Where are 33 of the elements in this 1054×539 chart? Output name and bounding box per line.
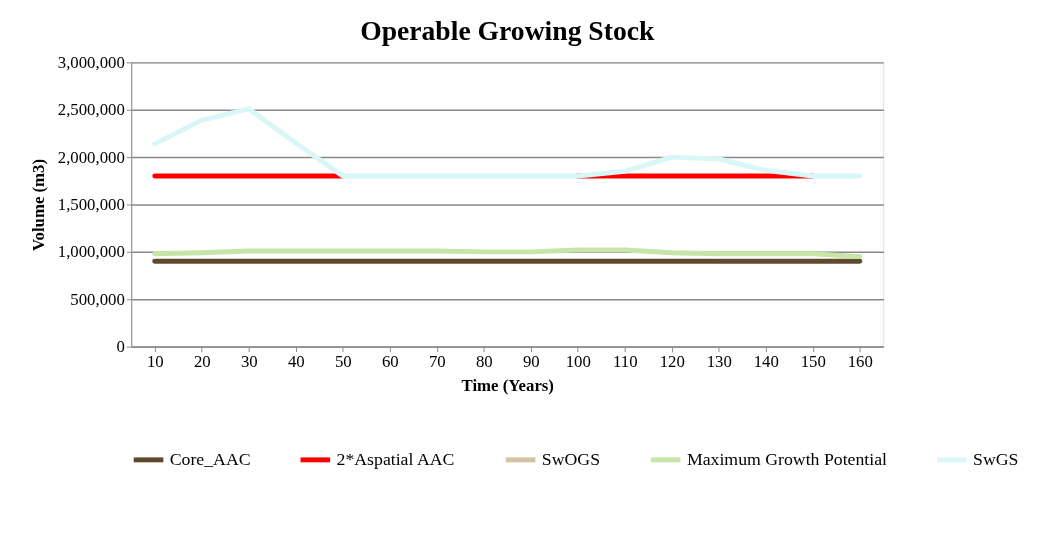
line-series [152,106,863,179]
x-tick-label: 20 [193,351,211,371]
x-tick-label: 110 [612,351,638,371]
x-tick-label: 100 [565,351,591,371]
line-series [152,247,863,260]
x-tick-label: 150 [800,351,826,371]
x-tick-label: 60 [381,351,399,371]
legend-label: SwOGS [541,448,601,469]
x-tick-label: 140 [753,351,779,371]
legend-label: SwGS [973,448,1019,469]
y-tick-label: 0 [116,337,125,357]
x-tick-label: 30 [240,351,258,371]
y-tick-label: 2,000,000 [57,147,125,167]
x-tick-label: 50 [334,351,352,371]
y-tick-label: 500,000 [70,289,125,309]
x-tick-label: 90 [522,351,540,371]
y-axis-title: Volume (m3) [28,158,48,252]
x-tick-label: 120 [659,351,685,371]
x-tick-label: 70 [428,351,446,371]
x-tick-label: 130 [706,351,732,371]
y-tick-label: 3,000,000 [57,52,125,72]
x-tick-label: 10 [146,351,164,371]
x-tick-label: 80 [475,351,493,371]
x-tick-label: 160 [847,351,873,371]
x-axis-title: Time (Years) [461,375,554,395]
legend-label: 2*Aspatial AAC [336,448,455,469]
x-tick-label: 40 [287,351,305,371]
y-tick-label: 2,500,000 [57,100,125,120]
legend-label: Core_AAC [169,448,251,469]
y-tick-label: 1,000,000 [57,242,125,262]
legend-label: Maximum Growth Potential [686,448,888,469]
chart-title: Operable Growing Stock [360,14,655,46]
y-tick-label: 1,500,000 [57,194,125,214]
